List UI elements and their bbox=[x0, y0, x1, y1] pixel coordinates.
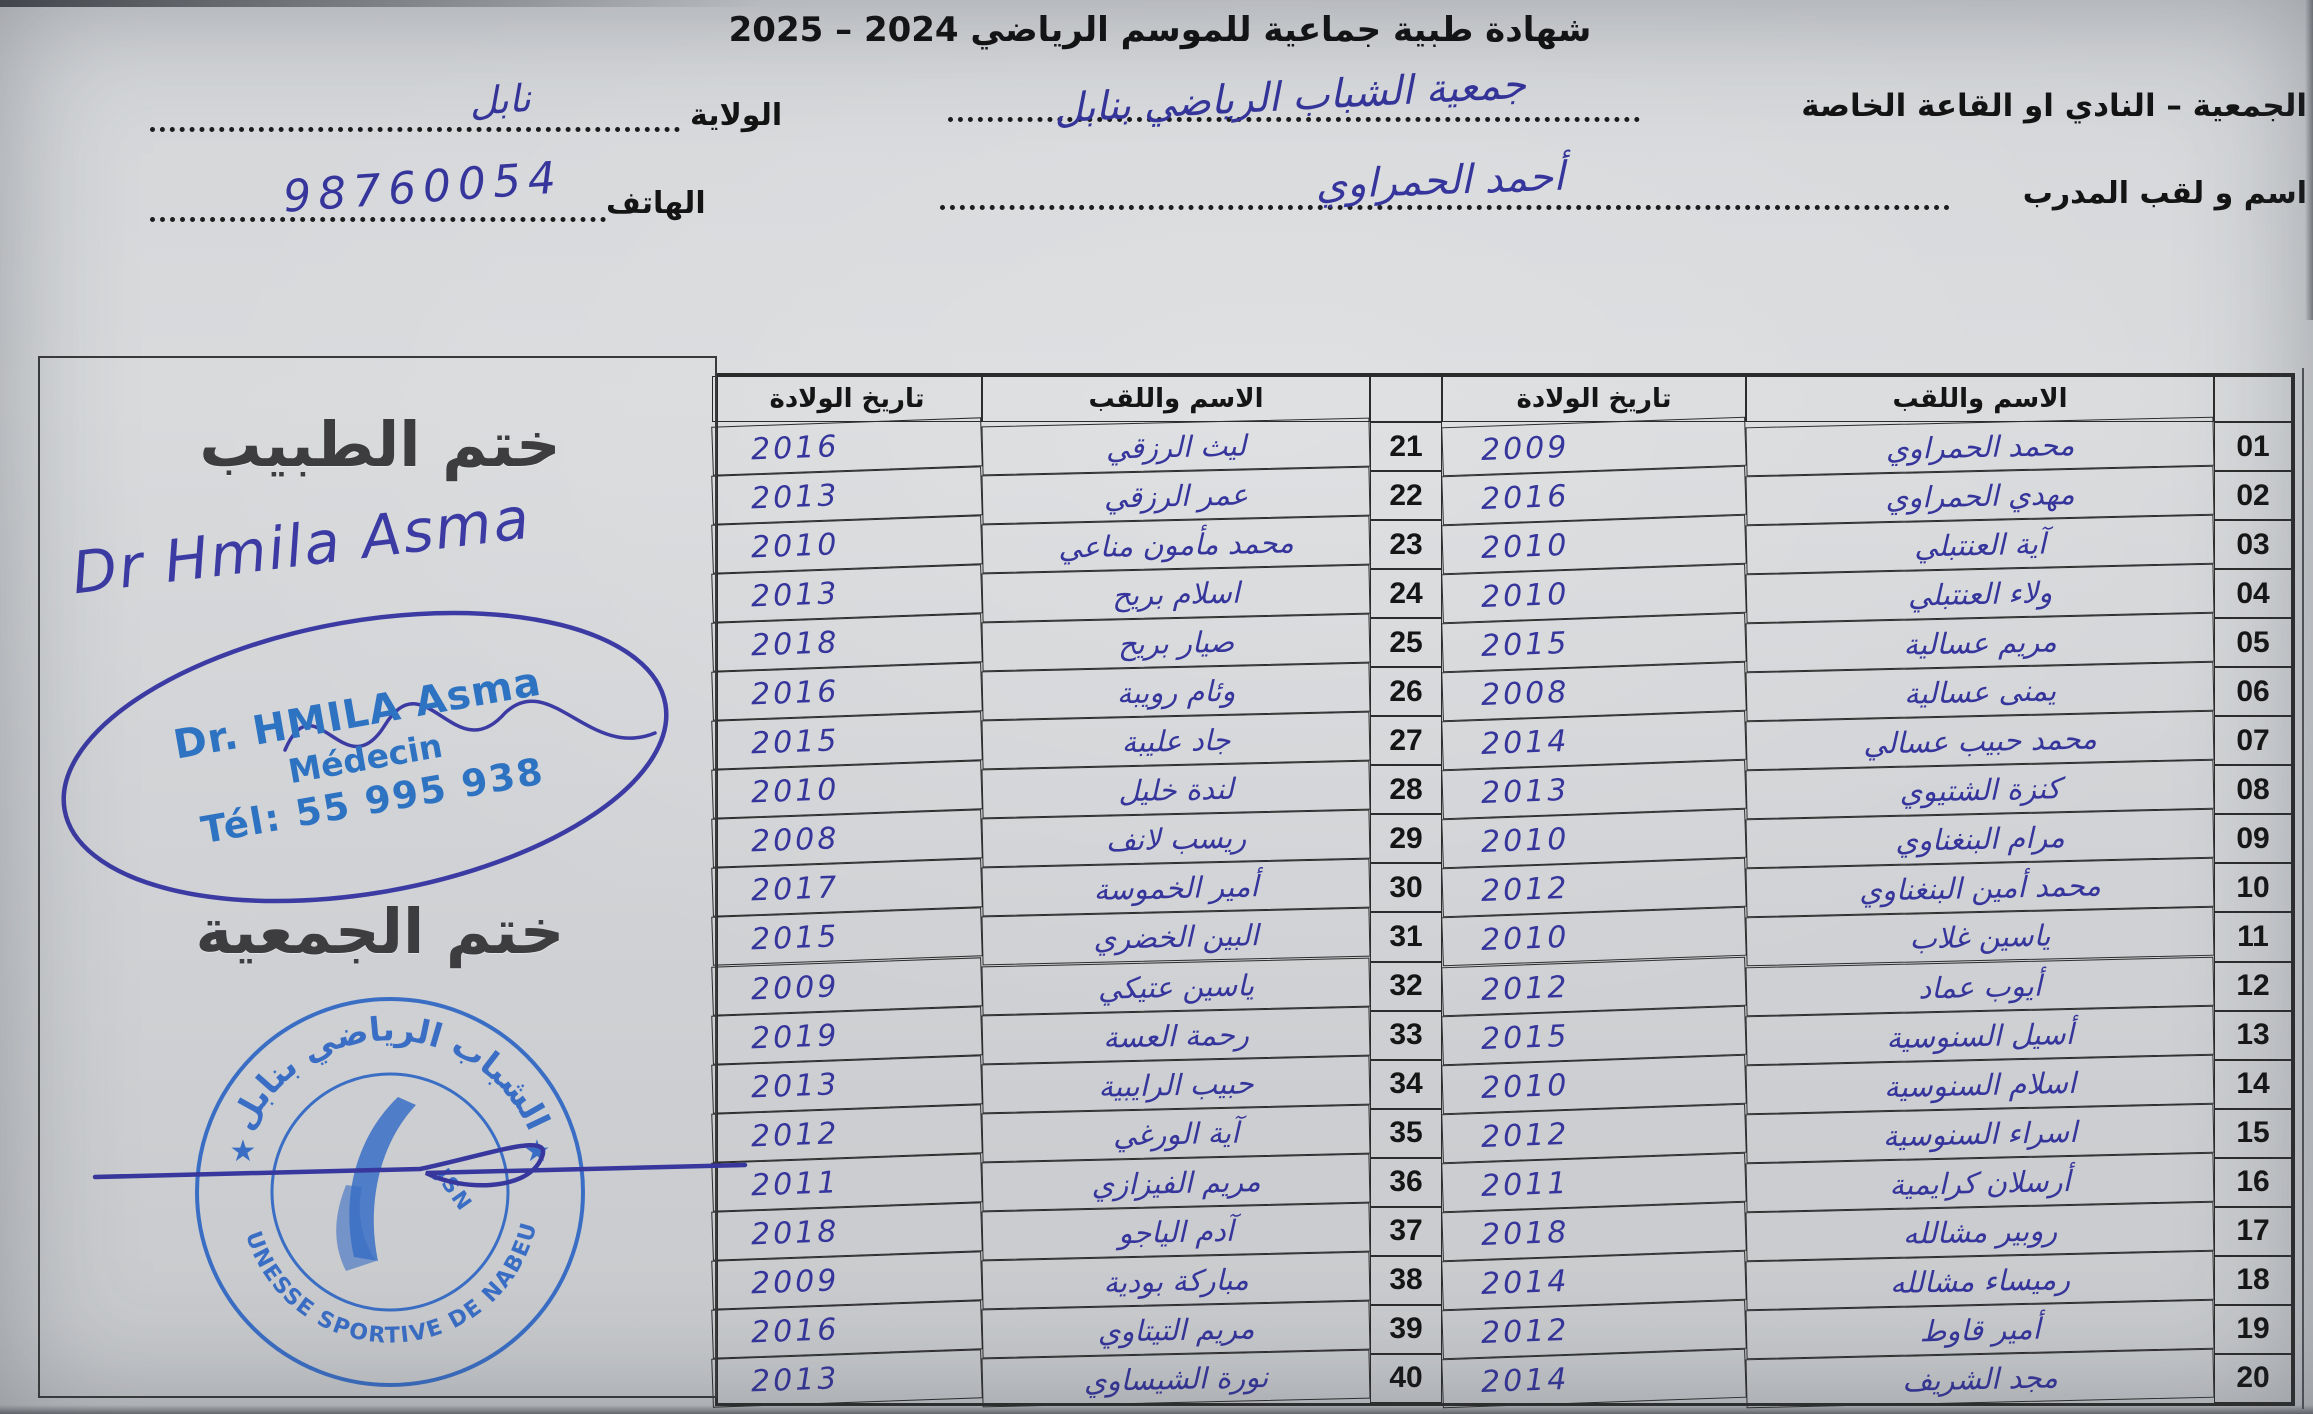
num-header-right bbox=[2214, 376, 2292, 422]
coach-label: اسم و لقب المدرب bbox=[2022, 176, 2307, 211]
name-cell: آدم الياجو bbox=[981, 1202, 1371, 1261]
row-number-cell: 34 bbox=[1370, 1059, 1442, 1109]
row-number-cell: 10 bbox=[2214, 863, 2292, 913]
stamp-inner-circle bbox=[270, 1072, 510, 1312]
row-number-cell: 27 bbox=[1370, 716, 1442, 766]
row-number-cell: 08 bbox=[2214, 765, 2292, 815]
row-number-cell: 26 bbox=[1370, 667, 1442, 717]
row-number-cell: 07 bbox=[2214, 716, 2292, 766]
page-title: شهادة طبية جماعية للموسم الرياضي 2024 – … bbox=[728, 10, 1592, 50]
doctor-signature-flourish bbox=[61, 610, 669, 904]
row-number-cell: 31 bbox=[1370, 912, 1442, 962]
row-number-cell: 14 bbox=[2214, 1059, 2292, 1109]
dob-header-right: تاريخ الولادة bbox=[1442, 376, 1746, 422]
name-header-right: الاسم واللقب bbox=[1746, 376, 2214, 422]
photo-edge-right bbox=[2305, 0, 2313, 320]
name-cell: البين الخضري bbox=[981, 908, 1371, 966]
coach-dotted-line bbox=[940, 170, 1950, 210]
table-outer-edge-line bbox=[2302, 368, 2304, 1409]
signature-squiggle-stroke bbox=[283, 699, 657, 752]
row-number-cell: 11 bbox=[2214, 912, 2292, 962]
row-number-cell: 23 bbox=[1370, 520, 1442, 570]
name-cell: رحمة العسة bbox=[981, 1006, 1371, 1065]
row-number-cell: 12 bbox=[2214, 961, 2292, 1011]
stamp-outer-circle bbox=[195, 997, 585, 1387]
dob-cell: 2013 bbox=[711, 1054, 983, 1114]
name-cell: مريم التيتاوي bbox=[981, 1300, 1371, 1359]
wilaya-dotted-line bbox=[150, 92, 680, 132]
name-cell: ياسين عتيكي bbox=[981, 957, 1371, 1015]
dob-cell: 2015 bbox=[711, 907, 983, 967]
row-number-cell: 18 bbox=[2214, 1255, 2292, 1305]
dob-cell: 2013 bbox=[711, 1349, 983, 1408]
pen-line bbox=[92, 1142, 748, 1188]
row-number-cell: 06 bbox=[2214, 667, 2292, 717]
row-number-cell: 33 bbox=[1370, 1010, 1442, 1060]
name-cell: عمر الرزقي bbox=[981, 466, 1371, 525]
photo-edge-top bbox=[0, 0, 760, 7]
name-cell: نورة الشيساوي bbox=[981, 1349, 1371, 1408]
row-number-cell: 15 bbox=[2214, 1108, 2292, 1158]
row-number-cell: 39 bbox=[1370, 1304, 1442, 1354]
row-number-cell: 40 bbox=[1370, 1353, 1442, 1403]
star-icon: ★ bbox=[230, 1134, 257, 1169]
row-number-cell: 02 bbox=[2214, 471, 2292, 521]
name-cell: مباركة بودية bbox=[981, 1251, 1371, 1310]
phone-dotted-line bbox=[150, 182, 606, 222]
row-number-cell: 30 bbox=[1370, 863, 1442, 913]
doctor-stamp-section-label: ختم الطبيب bbox=[199, 408, 561, 481]
dob-cell: 2009 bbox=[711, 956, 983, 1016]
name-cell: ليث الرزقي bbox=[981, 417, 1371, 476]
dob-cell: 2019 bbox=[711, 1005, 983, 1065]
row-number-cell: 37 bbox=[1370, 1206, 1442, 1256]
row-number-cell: 29 bbox=[1370, 814, 1442, 864]
name-cell: محمد مأمون مناعي bbox=[981, 515, 1371, 574]
row-number-cell: 17 bbox=[2214, 1206, 2292, 1256]
roster-table: الاسم واللقب تاريخ الولادة الاسم واللقب تار… bbox=[711, 373, 2295, 1409]
row-number-cell: 32 bbox=[1370, 961, 1442, 1011]
association-label: الجمعية – النادي او القاعة الخاصة bbox=[1801, 88, 2307, 124]
stamp-swoosh-logo bbox=[349, 1097, 416, 1261]
row-number-cell: 38 bbox=[1370, 1255, 1442, 1305]
name-cell: مجد الشريف bbox=[1745, 1348, 2215, 1409]
association-signature-stroke bbox=[92, 1142, 748, 1188]
row-number-cell: 01 bbox=[2214, 422, 2292, 472]
row-number-cell: 25 bbox=[1370, 618, 1442, 668]
row-number-cell: 13 bbox=[2214, 1010, 2292, 1060]
association-value-handwriting: جمعية الشباب الرياضي بنابل bbox=[1052, 61, 1528, 133]
row-number-cell: 21 bbox=[1370, 422, 1442, 472]
name-header-left: الاسم واللقب bbox=[982, 376, 1370, 422]
row-number-cell: 09 bbox=[2214, 814, 2292, 864]
row-number-cell: 28 bbox=[1370, 765, 1442, 815]
name-cell: مريم الفيزازي bbox=[981, 1153, 1371, 1212]
row-number-cell: 04 bbox=[2214, 569, 2292, 619]
wilaya-label: الولاية bbox=[690, 98, 783, 133]
name-cell: آية الورغي bbox=[981, 1104, 1371, 1163]
photo-edge-bottom bbox=[0, 1405, 2313, 1414]
association-stamp-section-label: ختم الجمعية bbox=[195, 895, 565, 968]
row-number-cell: 19 bbox=[2214, 1304, 2292, 1354]
row-number-cell: 36 bbox=[1370, 1157, 1442, 1207]
row-number-cell: 22 bbox=[1370, 471, 1442, 521]
dob-header-left: تاريخ الولادة bbox=[712, 376, 982, 422]
row-number-cell: 05 bbox=[2214, 618, 2292, 668]
association-dotted-line bbox=[948, 82, 1640, 122]
dob-cell: 2014 bbox=[1441, 1348, 1747, 1409]
row-number-cell: 20 bbox=[2214, 1353, 2292, 1403]
stamp-panel bbox=[38, 356, 717, 1398]
name-cell: حبيب الرايبية bbox=[981, 1055, 1371, 1114]
num-header-left bbox=[1370, 376, 1442, 422]
row-number-cell: 03 bbox=[2214, 520, 2292, 570]
row-number-cell: 24 bbox=[1370, 569, 1442, 619]
row-number-cell: 35 bbox=[1370, 1108, 1442, 1158]
phone-label: الهاتف bbox=[606, 186, 706, 221]
stamp-swoosh-logo-accent bbox=[336, 1185, 376, 1271]
signature-oval-stroke bbox=[61, 610, 669, 904]
row-number-cell: 16 bbox=[2214, 1157, 2292, 1207]
